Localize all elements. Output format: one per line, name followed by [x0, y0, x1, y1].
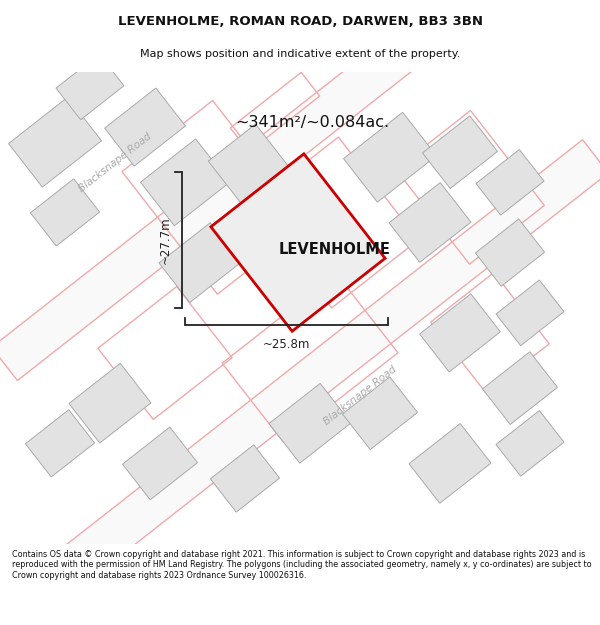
Polygon shape — [211, 445, 280, 512]
Text: ~25.8m: ~25.8m — [263, 338, 310, 351]
Polygon shape — [482, 352, 557, 424]
Polygon shape — [476, 149, 544, 215]
Text: Map shows position and indicative extent of the property.: Map shows position and indicative extent… — [140, 49, 460, 59]
Polygon shape — [496, 411, 564, 476]
Text: ~341m²/~0.084ac.: ~341m²/~0.084ac. — [235, 114, 389, 129]
Text: Contains OS data © Crown copyright and database right 2021. This information is : Contains OS data © Crown copyright and d… — [12, 550, 592, 580]
Text: Blacksnape Road: Blacksnape Road — [322, 364, 398, 427]
Polygon shape — [0, 0, 600, 381]
Polygon shape — [69, 363, 151, 443]
Polygon shape — [422, 116, 497, 189]
Polygon shape — [25, 410, 95, 477]
Polygon shape — [0, 140, 600, 625]
Polygon shape — [140, 139, 230, 226]
Text: LEVENHOLME: LEVENHOLME — [279, 242, 391, 257]
Polygon shape — [8, 98, 101, 187]
Polygon shape — [208, 124, 302, 221]
Polygon shape — [104, 88, 185, 166]
Polygon shape — [409, 424, 491, 503]
Polygon shape — [211, 154, 385, 331]
Polygon shape — [31, 179, 100, 246]
Polygon shape — [343, 377, 418, 449]
Polygon shape — [122, 427, 197, 500]
Text: ~27.7m: ~27.7m — [159, 216, 172, 264]
Polygon shape — [475, 219, 545, 286]
Polygon shape — [269, 383, 351, 463]
Polygon shape — [56, 54, 124, 120]
Polygon shape — [419, 294, 500, 372]
Text: LEVENHOLME, ROMAN ROAD, DARWEN, BB3 3BN: LEVENHOLME, ROMAN ROAD, DARWEN, BB3 3BN — [118, 15, 482, 28]
Text: Blacksnape Road: Blacksnape Road — [77, 131, 153, 194]
Polygon shape — [344, 112, 436, 202]
Polygon shape — [389, 182, 471, 262]
Polygon shape — [159, 222, 241, 302]
Polygon shape — [496, 280, 564, 346]
